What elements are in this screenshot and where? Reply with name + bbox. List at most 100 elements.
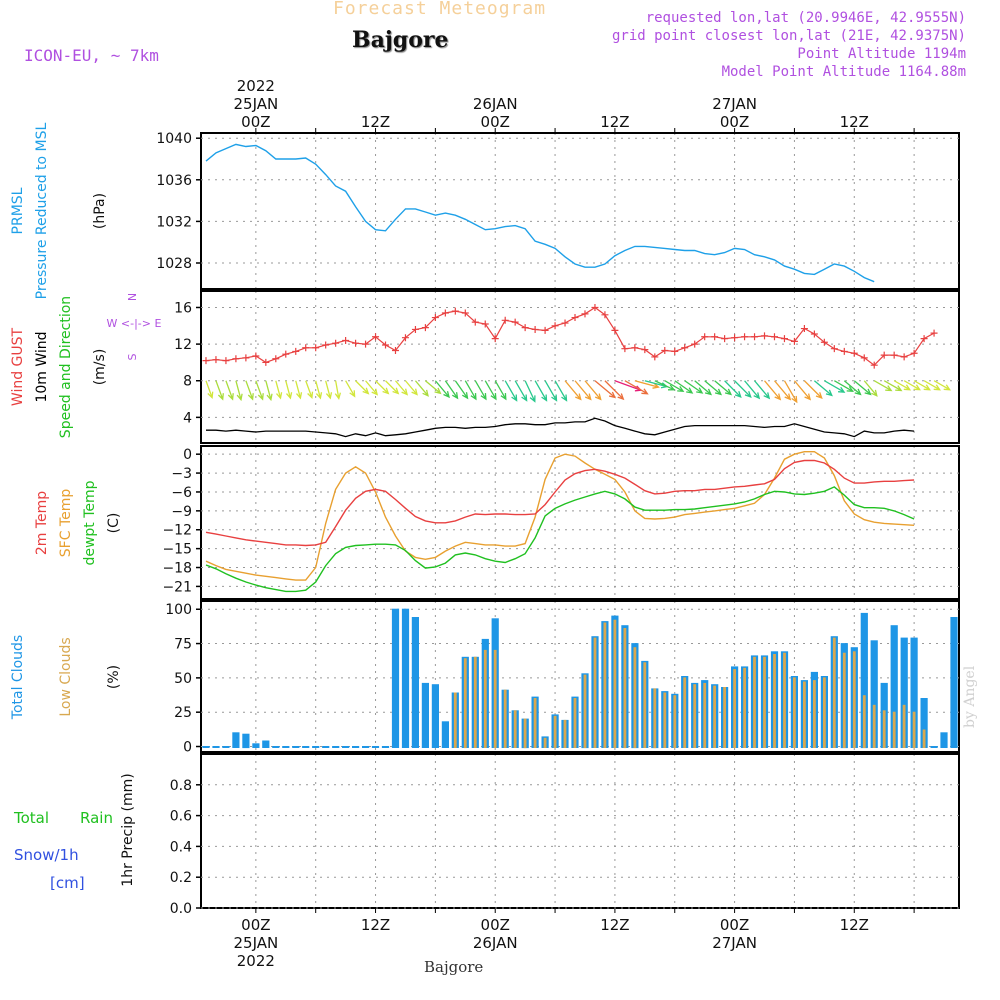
gust-point [661, 347, 669, 355]
total-cloud-bar [362, 746, 370, 748]
gust-point [910, 349, 918, 357]
total-cloud-bar [421, 682, 429, 748]
ylabel-ms: (m/s) [92, 349, 108, 386]
gust-point [681, 344, 689, 352]
wind-direction-arrow [205, 380, 214, 399]
time-label-top: 12Z [840, 113, 869, 131]
low-cloud-bar [623, 628, 627, 749]
low-cloud-bar [803, 681, 806, 748]
time-label-bottom: 12Z [361, 916, 390, 934]
gust-point [641, 346, 649, 354]
total-cloud-bar [391, 608, 400, 748]
ylabel-dewpt-temp: dewpt Temp [82, 480, 98, 565]
gust-point [800, 325, 808, 333]
gust-point [820, 338, 828, 346]
total-cloud-bar [870, 640, 878, 748]
low-cloud-bar [613, 619, 617, 748]
y-tick-label: 0.8 [170, 778, 192, 794]
ylabel-precip-mm: 1hr Precip (mm) [120, 773, 136, 886]
wind-direction-arrow [594, 380, 617, 399]
gust-point [551, 322, 559, 330]
wind-direction-arrow [365, 380, 379, 396]
y-tick-label: 0.0 [170, 901, 192, 917]
total-cloud-bar [242, 733, 250, 749]
gust-point [242, 354, 250, 362]
wind-direction-arrow [265, 380, 273, 402]
total-cloud-bar [920, 698, 928, 748]
low-cloud-bar [773, 654, 776, 748]
low-cloud-bar [713, 685, 716, 748]
wind-direction-arrow [334, 380, 342, 400]
low-cloud-bar [453, 692, 457, 748]
wind-direction-arrow [634, 380, 660, 389]
gust-point [282, 350, 290, 358]
time-label-top: 2022 [237, 77, 275, 95]
gust-point [382, 341, 390, 349]
low-cloud-bar [593, 637, 597, 748]
wind-direction-arrow [484, 380, 497, 401]
ylabel-rain: Rain [80, 809, 113, 827]
low-cloud-bar [483, 649, 487, 748]
gust-point [372, 333, 380, 341]
low-cloud-bar [473, 656, 477, 748]
wind-direction-arrow [464, 380, 477, 401]
gust-point [352, 339, 360, 347]
total-cloud-bar [252, 743, 260, 748]
total-cloud-bar [401, 608, 410, 748]
ylabel-10m-wind: 10m Wind [34, 331, 50, 402]
wind-direction-arrow [754, 380, 771, 400]
wind-direction-arrow [803, 380, 823, 400]
total-cloud-bar [441, 721, 449, 748]
wind-direction-arrow [235, 380, 243, 402]
total-cloud-bar [272, 746, 280, 748]
dewpoint-line [205, 486, 915, 593]
gust-point [770, 333, 778, 341]
y-tick-label: −6 [171, 485, 192, 501]
point-altitude: Point Altitude 1194m [797, 46, 966, 62]
y-tick-label: −18 [162, 561, 192, 577]
gust-point [362, 340, 370, 348]
wind-direction-arrow [824, 380, 846, 393]
low-cloud-bar [603, 622, 607, 748]
y-tick-label: 0.2 [170, 870, 192, 886]
y-tick-label: −12 [162, 523, 192, 539]
low-cloud-bar [513, 710, 517, 748]
gust-point [391, 347, 399, 355]
wind-direction-arrow [534, 380, 548, 402]
compass-south: S [126, 353, 139, 360]
gust-line [205, 306, 935, 366]
low-cloud-bar [783, 652, 786, 748]
wind-direction-arrow [704, 380, 723, 396]
model-label: ICON-EU, ~ 7km [24, 46, 159, 65]
gust-point [411, 325, 419, 333]
gust-point [451, 307, 459, 315]
wind-direction-arrow [843, 380, 862, 396]
wind-direction-arrow [793, 380, 812, 401]
time-label-bottom: 2022 [237, 952, 275, 970]
wind-direction-arrow [494, 380, 507, 401]
wind-direction-arrow [893, 380, 912, 391]
gust-point [701, 333, 709, 341]
y-tick-label: 1036 [156, 173, 192, 189]
gust-point [561, 319, 569, 327]
gust-point [731, 334, 739, 342]
gust-point [581, 310, 589, 318]
y-tick-label: 0.4 [170, 839, 192, 855]
total-cloud-bar [860, 612, 868, 749]
wind-direction-arrow [564, 380, 582, 401]
y-tick-label: 1040 [156, 131, 192, 147]
low-cloud-bar [793, 677, 796, 748]
wind-direction-arrow [285, 380, 293, 400]
gust-point [711, 333, 719, 341]
ylabel-wind-gust: Wind GUST [10, 327, 26, 406]
gust-point [262, 358, 270, 366]
wind-direction-arrow [933, 380, 952, 391]
total-cloud-bar [352, 746, 360, 748]
time-label-top: 25JAN [233, 95, 278, 113]
low-cloud-bar [463, 658, 467, 749]
ylabel-percent: (%) [106, 665, 122, 689]
gust-point [890, 351, 898, 359]
wind-direction-arrow [414, 380, 429, 397]
gust-point [511, 318, 519, 326]
low-cloud-bar [743, 667, 746, 748]
